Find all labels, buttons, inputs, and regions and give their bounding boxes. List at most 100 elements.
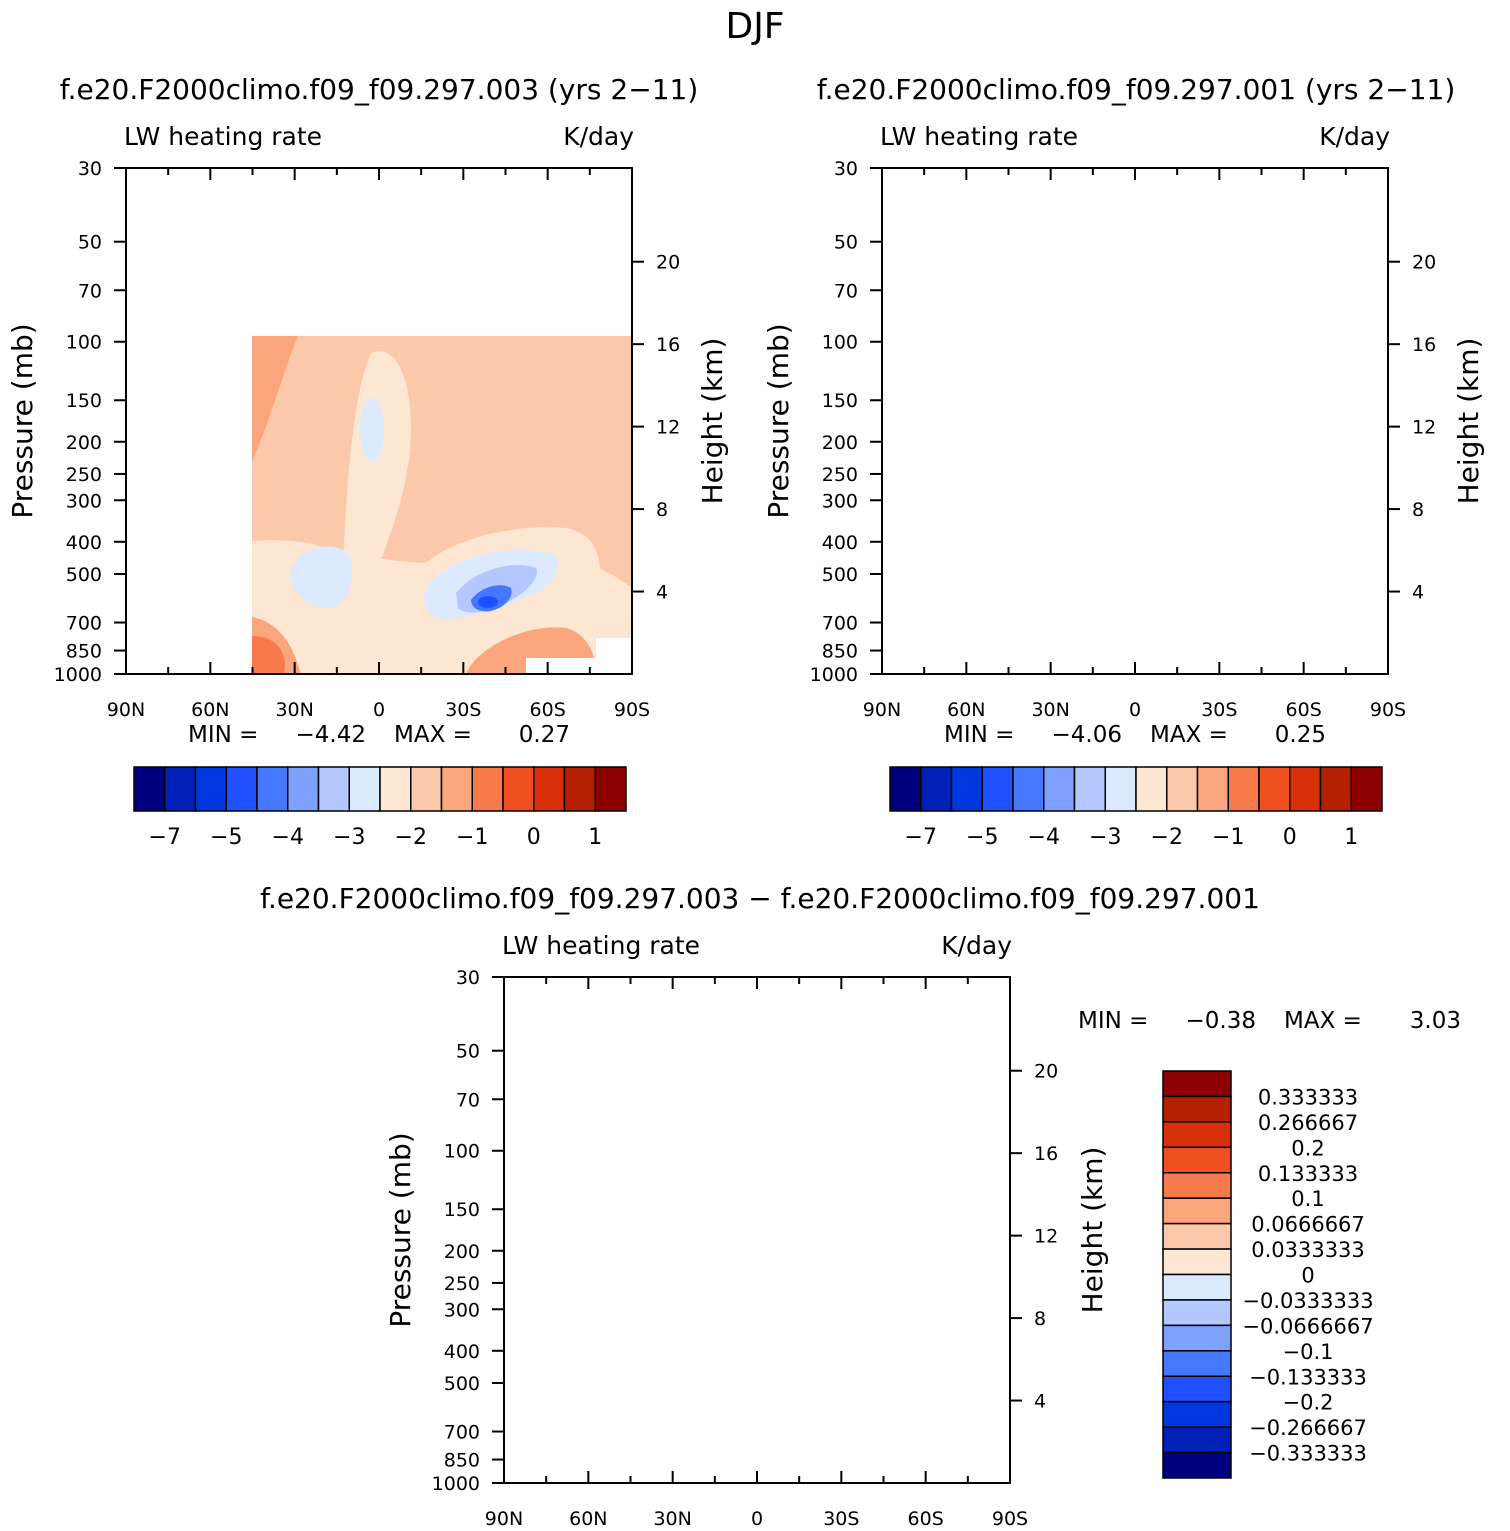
panel-3-min-label: MIN =	[1078, 1008, 1148, 1034]
y-tick-label: 70	[834, 280, 858, 302]
x-tick-label: 30N	[653, 1508, 691, 1530]
missing-data-mask-2	[596, 638, 632, 674]
y-tick-label: 150	[66, 390, 102, 412]
y-tick-label: 700	[822, 613, 858, 635]
x-tick-label: 0	[751, 1508, 763, 1530]
x-tick-label: 30N	[275, 699, 313, 721]
band-surface-orange	[630, 1435, 925, 1483]
colorbar-box	[317, 766, 350, 812]
panel-3-colorbar: 0.3333330.2666670.20.1333330.10.06666670…	[1162, 1070, 1374, 1479]
panel-3-max-label: MAX =	[1284, 1008, 1362, 1034]
panel-1-colorbar: −7 −5 −4 −3 −2 −1 0 1	[133, 766, 627, 850]
panel-1-max-value: 0.27	[519, 722, 570, 748]
panel-3-min-value: −0.38	[1186, 1008, 1256, 1034]
colorbar-box	[225, 766, 258, 812]
x-tick-label: 30S	[445, 699, 481, 721]
panel-3-contour-field	[504, 977, 1010, 1483]
missing-data-mask-2	[1352, 638, 1388, 674]
y-tick-label: 700	[66, 613, 102, 635]
y2-tick-label: 16	[656, 334, 680, 356]
colorbar-box	[1162, 1222, 1232, 1250]
colorbar-label: −0.333333	[1249, 1442, 1367, 1466]
panel-2-case-title: f.e20.F2000climo.f09_f09.297.001 (yrs 2−…	[817, 73, 1456, 106]
colorbar-box	[194, 766, 227, 812]
figure-title: DJF	[725, 6, 784, 47]
x-tick-label: 60S	[1286, 699, 1322, 721]
colorbar-label: −3	[333, 825, 365, 850]
band-upper-dark	[126, 168, 632, 298]
y-tick-label: 100	[822, 332, 858, 354]
panel-3-ylabel: Pressure (mb)	[384, 1132, 417, 1327]
band-polar-blue	[504, 1403, 526, 1462]
band-low-blue-wide	[504, 1317, 968, 1422]
y-tick-label: 30	[456, 967, 480, 989]
y2-tick-label: 12	[1412, 417, 1436, 439]
y-tick-label: 200	[444, 1241, 480, 1263]
y-tick-label: 50	[456, 1041, 480, 1063]
x-tick-label: 90S	[992, 1508, 1028, 1530]
x-tick-label: 0	[1129, 699, 1141, 721]
colorbar-label: −0.0333333	[1242, 1289, 1373, 1313]
panel-1-y2label: Height (km)	[696, 338, 729, 505]
colorbar-box	[256, 766, 289, 812]
band-low-blue-mid-2	[744, 1354, 828, 1415]
colorbar-label: 0.2	[1291, 1136, 1324, 1160]
panel-1-case-title: f.e20.F2000climo.f09_f09.297.003 (yrs 2−…	[60, 73, 699, 106]
band-low-right-core	[1233, 595, 1255, 609]
y-tick-label: 250	[66, 464, 102, 486]
band-stripe-c	[724, 977, 774, 1095]
y2-tick-label: 20	[1034, 1061, 1058, 1083]
field-background	[504, 977, 1010, 1483]
y-tick-label: 30	[78, 158, 102, 180]
y-tick-label: 1000	[432, 1473, 480, 1495]
colorbar-label: −0.0666667	[1242, 1314, 1373, 1338]
band-upper-orange	[882, 168, 1388, 498]
panel-1-variable: LW heating rate	[124, 122, 322, 151]
colorbar-box	[502, 766, 535, 812]
colorbar-label: −0.1	[1283, 1340, 1334, 1364]
panel-2-contour-field	[882, 168, 1388, 674]
band-midlevel-tongue	[1097, 351, 1167, 598]
colorbar-label: −5	[966, 825, 998, 850]
colorbar-box	[1162, 1121, 1232, 1149]
x-tick-label: 60N	[947, 699, 985, 721]
band-low-right-core	[478, 596, 498, 608]
band-surface-dark	[252, 636, 285, 674]
x-tick-label: 90S	[614, 699, 650, 721]
colorbar-box	[287, 766, 320, 812]
colorbar-label: 0.0333333	[1251, 1238, 1365, 1262]
band-surface-dark	[947, 636, 1041, 674]
y-tick-label: 300	[444, 1299, 480, 1321]
colorbar-box	[1162, 1400, 1232, 1428]
colorbar-box	[379, 766, 412, 812]
panel-1-min-label: MIN =	[188, 722, 258, 748]
colorbar-box	[410, 766, 443, 812]
panel-3-case-title: f.e20.F2000climo.f09_f09.297.003 − f.e20…	[260, 882, 1260, 915]
y-tick-label: 70	[78, 280, 102, 302]
y-tick-label: 850	[444, 1450, 480, 1472]
y-tick-label: 250	[822, 464, 858, 486]
x-tick-label: 60S	[530, 699, 566, 721]
colorbar-box	[471, 766, 504, 812]
y2-tick-label: 12	[1034, 1226, 1058, 1248]
panel-3-frame	[503, 976, 1011, 1484]
panel-1-ylabel: Pressure (mb)	[6, 323, 39, 518]
x-tick-label: 90N	[107, 699, 145, 721]
y2-tick-label: 16	[1412, 334, 1436, 356]
x-tick-label: 90N	[485, 1508, 523, 1530]
band-lower-troposphere-light	[882, 540, 1388, 674]
panel-1: f.e20.F2000climo.f09_f09.297.003 (yrs 2−…	[6, 73, 729, 850]
y-tick-label: 300	[822, 490, 858, 512]
panel-2-max-value: 0.25	[1275, 722, 1326, 748]
colorbar-box	[1162, 1299, 1232, 1327]
colorbar-box	[1162, 1451, 1232, 1479]
y-tick-label: 850	[822, 641, 858, 663]
colorbar-label: −0.2	[1283, 1391, 1334, 1415]
band-ntropopause-jet	[882, 168, 962, 298]
y-tick-label: 100	[444, 1141, 480, 1163]
colorbar-label: 1	[588, 825, 602, 850]
y-tick-label: 150	[444, 1199, 480, 1221]
colorbar-box	[920, 766, 953, 812]
y-tick-label: 50	[834, 232, 858, 254]
panel-2-variable: LW heating rate	[880, 122, 1078, 151]
